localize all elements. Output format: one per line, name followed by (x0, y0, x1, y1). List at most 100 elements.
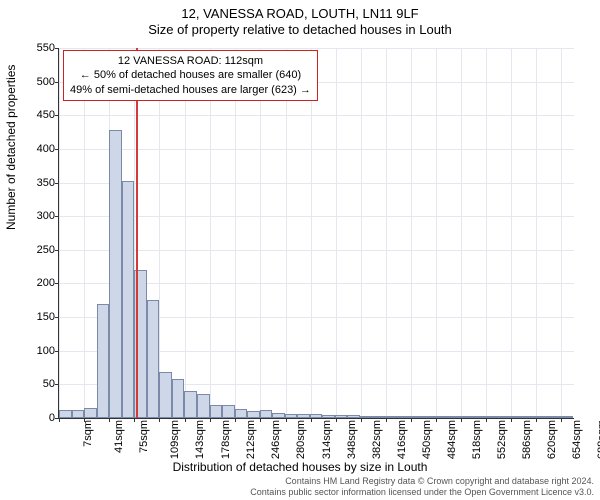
info-box: 12 VANESSA ROAD: 112sqm ← 50% of detache… (63, 50, 318, 101)
histogram-bar (460, 416, 473, 418)
ytick-label: 250 (15, 244, 55, 256)
x-axis-label: Distribution of detached houses by size … (0, 460, 600, 474)
histogram-bar (322, 415, 335, 418)
histogram-bar (285, 414, 298, 418)
xtick-mark (511, 418, 512, 422)
gridline-v (235, 48, 236, 418)
histogram-bar (523, 416, 536, 418)
histogram-bar (122, 181, 135, 418)
histogram-bar (536, 416, 549, 418)
ytick-label: 50 (15, 378, 55, 390)
histogram-bar (347, 415, 360, 418)
gridline-v (286, 48, 287, 418)
histogram-bar (498, 416, 511, 418)
histogram-bar (360, 416, 373, 418)
gridline-v (536, 48, 537, 418)
xtick-label: 143sqm (194, 420, 206, 459)
gridline-v (461, 48, 462, 418)
ytick-label: 550 (15, 42, 55, 54)
gridline-v (311, 48, 312, 418)
histogram-bar (172, 379, 185, 418)
info-box-line2: ← 50% of detached houses are smaller (64… (70, 68, 311, 82)
ytick-label: 0 (15, 412, 55, 424)
histogram-bar (197, 394, 210, 418)
xtick-mark (411, 418, 412, 422)
chart-title-sub: Size of property relative to detached ho… (0, 21, 600, 37)
histogram-bar (448, 416, 461, 418)
gridline-v (159, 48, 160, 418)
histogram-bar (561, 416, 574, 418)
histogram-bar (473, 416, 486, 418)
xtick-label: 75sqm (138, 420, 150, 453)
xtick-mark (286, 418, 287, 422)
xtick-label: 246sqm (270, 420, 282, 459)
gridline-v (59, 48, 60, 418)
xtick-mark (311, 418, 312, 422)
xtick-mark (185, 418, 186, 422)
xtick-mark (336, 418, 337, 422)
xtick-mark (59, 418, 60, 422)
gridline-v (561, 48, 562, 418)
gridline-v (386, 48, 387, 418)
histogram-bar (485, 416, 498, 418)
xtick-mark (536, 418, 537, 422)
gridline-v (260, 48, 261, 418)
ytick-label: 400 (15, 143, 55, 155)
xtick-label: 416sqm (396, 420, 408, 459)
gridline-v (84, 48, 85, 418)
xtick-label: 450sqm (421, 420, 433, 459)
gridline-v (210, 48, 211, 418)
xtick-mark (109, 418, 110, 422)
histogram-bar (184, 391, 197, 418)
info-box-line3: 49% of semi-detached houses are larger (… (70, 83, 311, 97)
histogram-bar (297, 414, 310, 418)
xtick-mark (210, 418, 211, 422)
gridline-v (511, 48, 512, 418)
chart-container: 12, VANESSA ROAD, LOUTH, LN11 9LF Size o… (0, 0, 600, 500)
ytick-label: 350 (15, 177, 55, 189)
gridline-v (486, 48, 487, 418)
histogram-bar (210, 405, 223, 418)
histogram-bar (235, 409, 248, 418)
marker-line (136, 48, 138, 418)
histogram-bar (373, 416, 386, 418)
gridline-v (361, 48, 362, 418)
xtick-label: 314sqm (321, 420, 333, 459)
histogram-bar (84, 408, 97, 418)
xtick-label: 109sqm (169, 420, 181, 459)
ytick-label: 150 (15, 311, 55, 323)
histogram-bar (335, 415, 348, 418)
xtick-mark (486, 418, 487, 422)
ytick-label: 450 (15, 109, 55, 121)
xtick-label: 280sqm (296, 420, 308, 459)
histogram-bar (272, 413, 285, 418)
gridline-v (336, 48, 337, 418)
histogram-bar (97, 304, 110, 418)
histogram-bar (435, 416, 448, 418)
ytick-label: 100 (15, 345, 55, 357)
xtick-label: 654sqm (572, 420, 584, 459)
gridline-v (411, 48, 412, 418)
histogram-bar (109, 130, 122, 418)
histogram-bar (398, 416, 411, 418)
xtick-mark (561, 418, 562, 422)
histogram-bar (59, 410, 72, 418)
ytick-label: 300 (15, 210, 55, 222)
gridline-v (436, 48, 437, 418)
histogram-bar (310, 414, 323, 418)
histogram-bar (147, 300, 160, 418)
chart-title-main: 12, VANESSA ROAD, LOUTH, LN11 9LF (0, 0, 600, 21)
xtick-label: 348sqm (346, 420, 358, 459)
xtick-label: 688sqm (597, 420, 600, 459)
plot-area: 12 VANESSA ROAD: 112sqm ← 50% of detache… (58, 48, 574, 419)
footer-attribution: Contains HM Land Registry data © Crown c… (250, 476, 594, 498)
xtick-mark (159, 418, 160, 422)
histogram-bar (247, 411, 260, 418)
histogram-bar (222, 405, 235, 418)
xtick-label: 41sqm (113, 420, 125, 453)
histogram-bar (548, 416, 561, 418)
ytick-label: 200 (15, 277, 55, 289)
histogram-bar (159, 372, 172, 418)
xtick-mark (260, 418, 261, 422)
xtick-label: 586sqm (521, 420, 533, 459)
